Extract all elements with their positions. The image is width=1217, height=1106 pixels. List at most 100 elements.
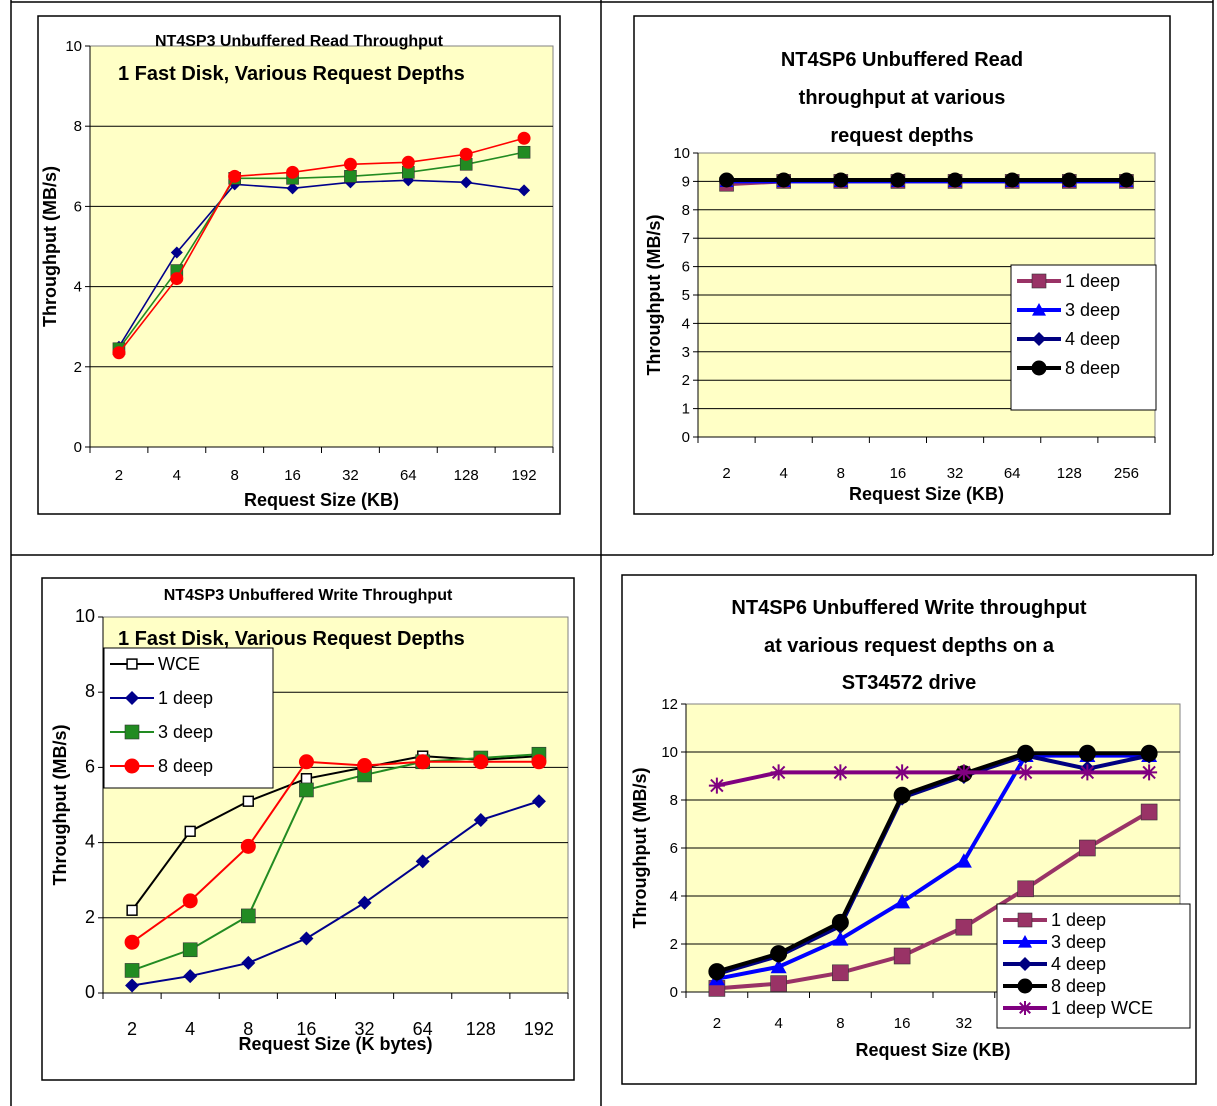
x-tick-label: 16 (284, 467, 301, 484)
data-point (955, 918, 973, 936)
legend-marker (1018, 957, 1032, 971)
y-tick-label: 2 (74, 359, 82, 376)
data-point (473, 754, 489, 770)
series-line (716, 770, 1150, 788)
data-point (893, 786, 911, 804)
legend-label: 1 deep (1065, 271, 1120, 291)
data-point (1004, 172, 1020, 188)
x-tick-label: 2 (713, 1015, 721, 1032)
series-line (131, 800, 540, 987)
x-axis-label: Request Size (KB) (849, 484, 1004, 504)
x-tick-label: 8 (243, 1019, 253, 1039)
plot-area (89, 45, 554, 448)
data-point (832, 764, 849, 781)
legend-label: 4 deep (1051, 954, 1106, 974)
data-point (286, 165, 300, 179)
chart-read-sp6: 0 1 2 3 4 5 6 7 8 9 10 2 4 8 16 32 64 128 256 NT4SP6 Unbuff… (633, 15, 1171, 515)
x-tick-label: 8 (231, 467, 239, 484)
legend-label: 8 deep (1065, 358, 1120, 378)
y-tick-label: 10 (661, 744, 678, 761)
x-tick-label: 192 (524, 1019, 554, 1039)
data-point (517, 145, 531, 159)
data-point (1079, 764, 1096, 781)
x-tick-label: 16 (894, 1015, 911, 1032)
data-point (298, 754, 314, 770)
series-line (716, 753, 1150, 976)
data-point (183, 969, 198, 984)
y-tick-label: 10 (75, 606, 95, 626)
data-point (1078, 744, 1096, 762)
series-line (118, 179, 525, 348)
x-tick-label: 256 (1114, 465, 1139, 482)
y-tick-label: 2 (670, 936, 678, 953)
x-axis-label: Request Size (K bytes) (238, 1034, 432, 1054)
series-line (716, 751, 1150, 974)
y-tick-label: 2 (682, 372, 690, 389)
y-tick-label: 1 (682, 401, 690, 418)
y-tick-label: 0 (670, 984, 678, 1001)
y-axis-label: Throughput (MB/s) (644, 215, 664, 376)
data-point (401, 155, 415, 169)
y-tick-label: 0 (682, 429, 690, 446)
x-tick-label: 32 (342, 467, 359, 484)
data-point (1017, 880, 1034, 898)
data-point (357, 895, 372, 910)
legend-marker (1018, 1001, 1032, 1015)
x-tick-label: 32 (355, 1019, 375, 1039)
y-tick-label: 4 (85, 832, 95, 852)
x-tick-label: 64 (400, 467, 417, 484)
legend-marker (1031, 273, 1047, 289)
y-tick-label: 9 (682, 173, 690, 190)
legend-marker (1032, 332, 1046, 346)
x-tick-label: 2 (722, 465, 730, 482)
legend-label: 8 deep (158, 756, 213, 776)
data-point (300, 773, 313, 785)
data-point (1141, 764, 1158, 781)
data-point (299, 782, 314, 798)
data-point (241, 908, 256, 924)
data-point (124, 963, 140, 978)
chart-title: throughput at various (799, 87, 1006, 109)
chart-write-sp3: 0 2 4 6 8 10 2 4 8 16 32 64 128 192 NT4SP3 Unbuffered … (41, 577, 575, 1081)
chart-write-sp6: 0 2 4 6 8 10 12 2 4 8 16 32 NT4SP6 Unbuffered Write … (621, 574, 1197, 1085)
data-point (770, 975, 787, 992)
data-point (343, 157, 357, 171)
y-tick-label: 10 (65, 38, 82, 55)
data-point (286, 182, 299, 195)
x-tick-label: 4 (774, 1015, 782, 1032)
x-tick-label: 64 (413, 1019, 433, 1039)
data-point (415, 754, 431, 770)
y-tick-label: 3 (682, 344, 690, 361)
legend-label: 1 deep (158, 688, 213, 708)
legend-label: 3 deep (158, 722, 213, 742)
series-line (118, 137, 525, 354)
data-point (1061, 172, 1077, 188)
data-point (357, 758, 373, 774)
data-point (460, 176, 473, 189)
y-tick-label: 10 (673, 145, 690, 162)
data-point (228, 169, 242, 183)
chart-title: at various request depths on a (764, 635, 1055, 657)
data-point (517, 131, 531, 145)
data-point (1140, 803, 1158, 821)
data-point (708, 963, 726, 981)
chart-subtitle: 1 Fast Disk, Various Request Depths (118, 63, 465, 85)
data-point (473, 813, 488, 828)
data-point (170, 272, 184, 286)
data-point (1079, 839, 1096, 857)
chart-subtitle: 1 Fast Disk, Various Request Depths (118, 628, 465, 650)
data-point (415, 854, 430, 869)
data-point (719, 172, 735, 188)
data-point (344, 170, 357, 183)
y-tick-label: 0 (74, 439, 82, 456)
y-axis-label: Throughput (MB/s) (40, 166, 60, 327)
legend-label: 1 deep WCE (1051, 998, 1153, 1018)
x-tick-label: 2 (127, 1019, 137, 1039)
x-tick-label: 4 (780, 465, 788, 482)
x-tick-label: 4 (173, 467, 181, 484)
series-line (118, 151, 525, 350)
legend-marker (126, 658, 138, 670)
legend-label: 8 deep (1051, 976, 1106, 996)
data-point (1017, 744, 1035, 762)
